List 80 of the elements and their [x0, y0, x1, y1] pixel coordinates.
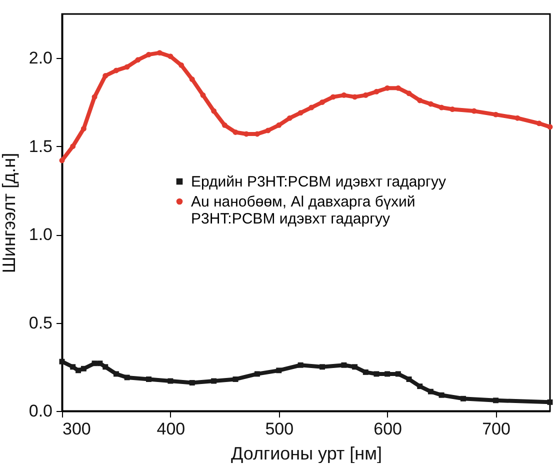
point: [374, 371, 380, 377]
point: [97, 360, 103, 366]
point: [135, 57, 141, 63]
point: [276, 368, 282, 374]
point: [298, 110, 304, 116]
point: [200, 92, 206, 98]
point: [395, 371, 401, 377]
x-tick-label: 300: [62, 420, 91, 438]
point: [514, 115, 520, 121]
point: [124, 374, 130, 380]
point: [493, 398, 499, 404]
point: [362, 92, 368, 98]
point: [189, 380, 195, 386]
point: [406, 90, 412, 96]
point: [168, 54, 174, 60]
legend-label: Ердийн P3HT:PCBM идэвхт гадаргуу: [191, 174, 446, 190]
point: [341, 362, 347, 368]
point: [59, 358, 65, 364]
x-tick-label: 400: [156, 420, 186, 438]
point: [374, 88, 380, 94]
point: [438, 392, 444, 398]
point: [156, 50, 162, 56]
point: [254, 371, 260, 377]
point: [352, 364, 358, 370]
point: [265, 128, 271, 134]
point: [80, 366, 86, 372]
point: [178, 62, 184, 68]
point: [298, 362, 304, 368]
point: [362, 369, 368, 375]
point: [406, 376, 412, 382]
point: [102, 73, 108, 78]
y-tick-label: 1.5: [28, 136, 52, 156]
point: [438, 104, 444, 110]
point: [92, 94, 98, 100]
point: [320, 99, 326, 105]
point: [70, 144, 76, 150]
point: [146, 52, 152, 58]
point: [547, 399, 553, 405]
point: [330, 94, 336, 100]
point: [232, 129, 238, 135]
point: [189, 76, 195, 82]
point: [76, 368, 82, 374]
point: [341, 92, 347, 98]
point: [276, 122, 282, 128]
point: [286, 115, 292, 121]
point: [92, 360, 98, 366]
point: [428, 388, 434, 394]
y-tick-label: 0.5: [28, 313, 52, 332]
point: [211, 108, 217, 114]
point: [124, 64, 130, 70]
point: [211, 378, 217, 384]
x-tick-label: 600: [374, 420, 402, 438]
point: [547, 124, 553, 130]
y-axis-title: Шингээлт [д.н]: [0, 152, 19, 274]
point: [428, 101, 434, 107]
point: [168, 378, 174, 384]
point: [308, 104, 314, 110]
y-tick-label: 2.0: [28, 48, 52, 68]
y-tick-label: 0.0: [28, 402, 52, 420]
legend-label: Au нанобөөм, Al давхарга бүхий P3HT:PCBM идэвхт гадаргуу: [191, 194, 416, 228]
y-tick-label: 1.0: [28, 225, 52, 244]
point: [417, 384, 423, 390]
point: [232, 376, 238, 382]
point: [102, 364, 108, 370]
point: [113, 68, 119, 74]
point: [59, 158, 65, 164]
point: [113, 371, 119, 377]
point: [80, 126, 86, 132]
point: [146, 376, 152, 382]
x-tick-label: 700: [482, 420, 510, 438]
point: [460, 396, 466, 402]
point: [471, 108, 477, 114]
point: [222, 122, 228, 128]
point: [384, 371, 390, 377]
point: [70, 364, 76, 370]
point: [417, 98, 423, 104]
x-axis-title: Долгионы урт [нм]: [231, 444, 382, 464]
point: [320, 364, 326, 370]
x-tick-label: 500: [265, 420, 294, 438]
point: [536, 120, 542, 126]
